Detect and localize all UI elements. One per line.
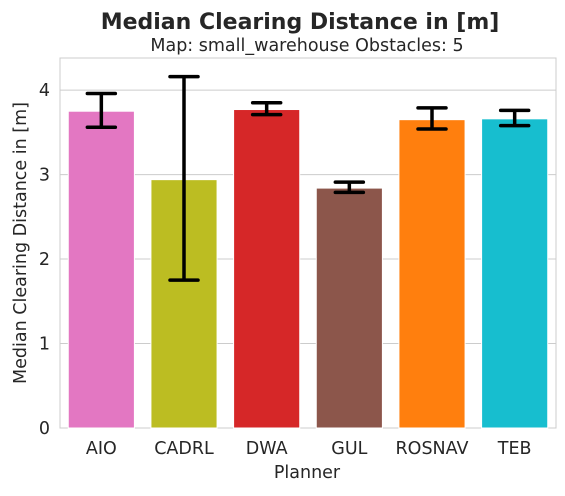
y-tick-label: 1: [39, 335, 50, 355]
y-axis-label: Median Clearing Distance in [m]: [11, 102, 31, 384]
chart-title: Median Clearing Distance in [m]: [101, 10, 500, 35]
bar-rosnav: [398, 119, 466, 429]
x-tick-label: GUL: [331, 439, 367, 459]
bar-teb: [481, 118, 549, 429]
x-tick-label: AIO: [86, 439, 117, 459]
x-tick-label: ROSNAV: [396, 439, 469, 459]
y-tick-label: 2: [39, 250, 50, 270]
bar-gul: [315, 187, 383, 429]
x-tick-label: CADRL: [154, 439, 214, 459]
y-tick-label: 0: [39, 419, 50, 439]
y-tick-label: 3: [39, 166, 50, 186]
x-axis-label: Planner: [274, 463, 341, 483]
plot-area: [59, 57, 557, 429]
y-tick-label: 4: [39, 81, 50, 101]
bar-dwa: [233, 109, 301, 429]
bar-aio: [67, 110, 135, 429]
chart-subtitle: Map: small_warehouse Obstacles: 5: [150, 36, 463, 56]
x-tick-label: TEB: [497, 439, 532, 459]
x-tick-label: DWA: [246, 439, 288, 459]
